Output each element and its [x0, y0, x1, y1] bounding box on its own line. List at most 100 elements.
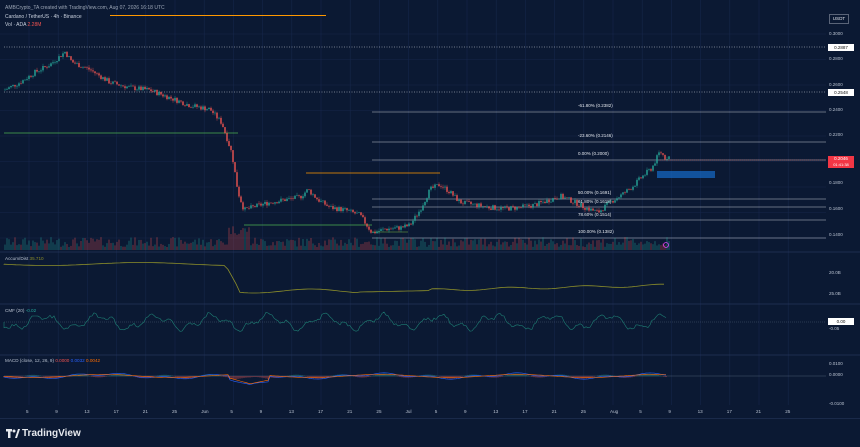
volume-bar	[334, 239, 335, 250]
candle-body	[456, 195, 457, 201]
candle-body	[502, 207, 503, 208]
volume-bar	[596, 240, 597, 250]
volume-bar	[636, 245, 637, 250]
volume-bar	[146, 242, 147, 250]
macd-histogram-bar	[233, 376, 234, 379]
candle-body	[340, 207, 341, 211]
candle-body	[332, 206, 333, 209]
time-axis-label: 17	[522, 409, 527, 415]
macd-legend[interactable]: MACD (close, 12, 26, 9) 0.0000 0.0032 0.…	[5, 358, 100, 364]
volume-bar	[406, 243, 407, 250]
candle-body	[410, 224, 411, 225]
candle-body	[264, 202, 265, 204]
candle-body	[470, 202, 471, 204]
fib-label: 78.60% (0.1514)	[578, 212, 611, 218]
volume-bar	[540, 242, 541, 250]
volume-bar	[506, 242, 507, 250]
macd-histogram-bar	[369, 376, 370, 377]
volume-bar	[548, 243, 549, 250]
candle-body	[650, 169, 651, 171]
volume-bar	[102, 245, 103, 250]
symbol-line: Cardano / TetherUS · 4h · Binance	[5, 14, 82, 20]
volume-bar	[412, 238, 413, 250]
volume-legend[interactable]: Vol · ADA 2.28M	[5, 22, 41, 28]
volume-bar	[6, 238, 7, 250]
macd-histogram-bar	[295, 375, 296, 377]
volume-bar	[398, 246, 399, 250]
volume-bar	[98, 240, 99, 250]
volume-bar	[284, 246, 285, 250]
volume-bar	[612, 242, 613, 250]
symbol-title[interactable]: Cardano / TetherUS · 4h · Binance	[5, 14, 82, 20]
macd-histogram-bar	[167, 375, 168, 376]
candle-body	[228, 141, 229, 146]
volume-bar	[342, 246, 343, 250]
accum-value: 35.710	[30, 256, 44, 261]
volume-bar	[128, 241, 129, 250]
cmf-legend[interactable]: CMF (20) -0.02	[5, 308, 36, 314]
volume-bar	[378, 246, 379, 250]
candle-body	[298, 195, 299, 196]
candle-body	[160, 92, 161, 95]
cmf-axis-label: 0.00	[828, 318, 854, 325]
time-axis-label: 25	[172, 409, 177, 415]
volume-bar	[96, 239, 97, 250]
volume-bar	[12, 242, 13, 250]
volume-bar	[364, 242, 365, 250]
macd-histogram-bar	[507, 375, 508, 376]
volume-bar	[20, 245, 21, 250]
candle-body	[500, 207, 501, 209]
volume-bar	[366, 242, 367, 250]
alert-marker-icon[interactable]	[664, 243, 669, 248]
volume-bar	[90, 238, 91, 250]
candle-body	[278, 202, 279, 204]
volume-bar	[368, 242, 369, 250]
currency-button[interactable]: USDT	[829, 14, 849, 24]
candle-body	[614, 200, 615, 202]
candle-body	[270, 203, 271, 204]
volume-bar	[234, 233, 235, 250]
candle-body	[534, 203, 535, 204]
volume-bar	[558, 247, 559, 250]
candle-body	[320, 201, 321, 202]
candle-body	[120, 85, 121, 86]
candle-body	[472, 204, 473, 205]
candle-body	[588, 208, 589, 211]
volume-bar	[614, 238, 615, 250]
time-axis-label: 17	[114, 409, 119, 415]
candle-body	[28, 76, 29, 79]
volume-bar	[182, 244, 183, 250]
volume-bar	[452, 239, 453, 250]
macd-histogram-bar	[29, 375, 30, 376]
volume-label: Vol · ADA	[5, 22, 26, 28]
volume-bar	[494, 246, 495, 250]
volume-bar	[304, 246, 305, 250]
volume-bar	[140, 240, 141, 250]
volume-bar	[86, 240, 87, 250]
macd-axis-label: 0.0000	[829, 372, 843, 378]
candle-body	[102, 77, 103, 79]
accum-legend[interactable]: Accum/Dist 35.710	[5, 256, 44, 262]
candle-body	[440, 186, 441, 187]
candle-body	[74, 63, 75, 64]
time-axis-label: 9	[668, 409, 671, 415]
volume-bar	[634, 243, 635, 250]
macd-histogram-bar	[599, 375, 600, 376]
macd-histogram-bar	[393, 375, 394, 376]
volume-bar	[404, 239, 405, 250]
candle-body	[214, 113, 215, 114]
candle-body	[450, 191, 451, 193]
candle-body	[666, 159, 667, 160]
candle-body	[422, 205, 423, 210]
candle-body	[38, 71, 39, 72]
candle-body	[562, 194, 563, 199]
volume-bar	[196, 244, 197, 250]
candle-body	[434, 184, 435, 187]
chart-canvas[interactable]	[0, 0, 860, 418]
volume-bar	[572, 237, 573, 250]
volume-bar	[460, 240, 461, 250]
volume-bar	[490, 242, 491, 250]
blue-zone-box[interactable]	[657, 171, 715, 178]
candle-body	[334, 207, 335, 209]
candle-body	[176, 98, 177, 103]
